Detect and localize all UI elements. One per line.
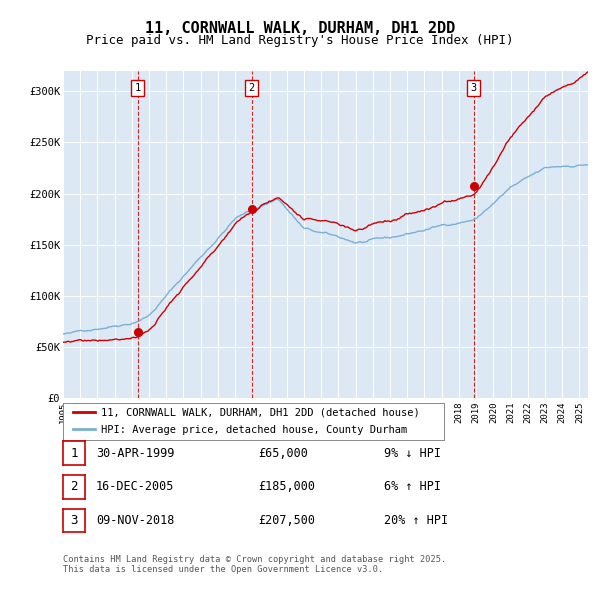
Text: 3: 3 (70, 514, 77, 527)
Text: 9% ↓ HPI: 9% ↓ HPI (384, 447, 441, 460)
Text: £207,500: £207,500 (258, 514, 315, 527)
Text: Contains HM Land Registry data © Crown copyright and database right 2025.
This d: Contains HM Land Registry data © Crown c… (63, 555, 446, 574)
Text: 1: 1 (134, 83, 140, 93)
Text: 1: 1 (70, 447, 77, 460)
Text: Price paid vs. HM Land Registry's House Price Index (HPI): Price paid vs. HM Land Registry's House … (86, 34, 514, 47)
Text: 2: 2 (248, 83, 255, 93)
Text: 16-DEC-2005: 16-DEC-2005 (96, 480, 175, 493)
Text: 3: 3 (470, 83, 476, 93)
Text: 30-APR-1999: 30-APR-1999 (96, 447, 175, 460)
Text: 11, CORNWALL WALK, DURHAM, DH1 2DD (detached house): 11, CORNWALL WALK, DURHAM, DH1 2DD (deta… (101, 408, 420, 418)
Text: £185,000: £185,000 (258, 480, 315, 493)
Text: £65,000: £65,000 (258, 447, 308, 460)
Text: 2: 2 (70, 480, 77, 493)
Text: 09-NOV-2018: 09-NOV-2018 (96, 514, 175, 527)
Text: HPI: Average price, detached house, County Durham: HPI: Average price, detached house, Coun… (101, 425, 407, 435)
Text: 11, CORNWALL WALK, DURHAM, DH1 2DD: 11, CORNWALL WALK, DURHAM, DH1 2DD (145, 21, 455, 35)
Text: 6% ↑ HPI: 6% ↑ HPI (384, 480, 441, 493)
Text: 20% ↑ HPI: 20% ↑ HPI (384, 514, 448, 527)
